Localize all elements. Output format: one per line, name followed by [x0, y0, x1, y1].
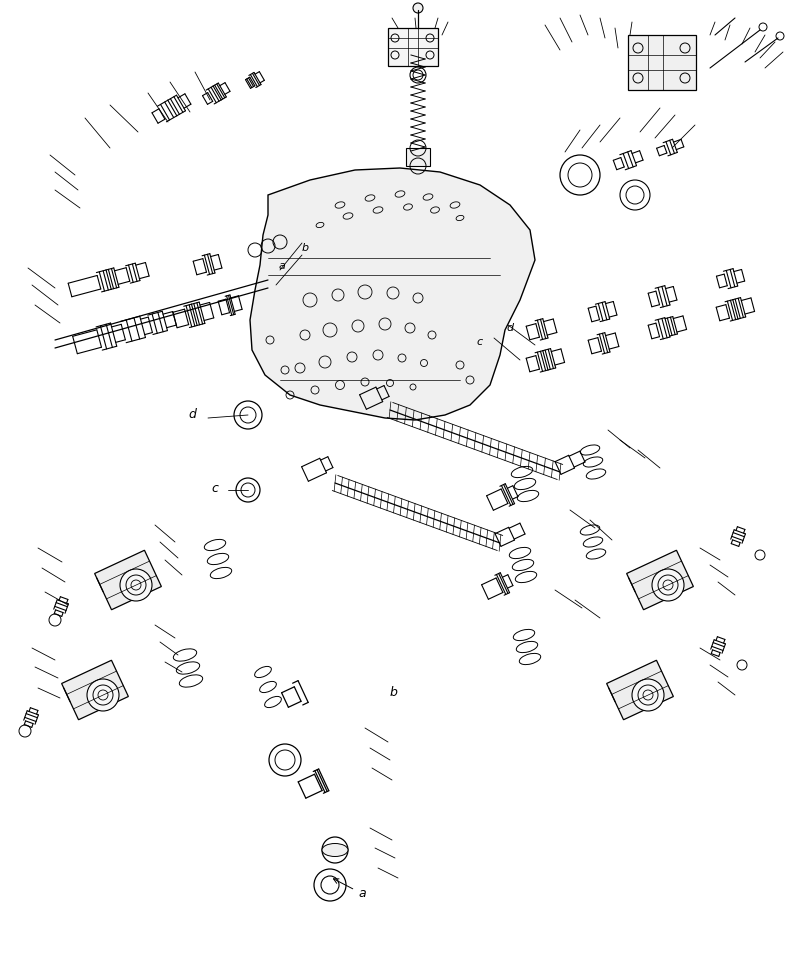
Polygon shape	[62, 660, 128, 720]
Text: a: a	[333, 878, 366, 900]
Text: a: a	[278, 261, 285, 271]
Text: c: c	[212, 482, 218, 494]
Text: c: c	[477, 337, 483, 347]
Polygon shape	[607, 660, 673, 720]
Circle shape	[120, 569, 152, 601]
Text: b: b	[389, 685, 397, 699]
Bar	[388, 28, 438, 66]
Polygon shape	[94, 550, 162, 610]
Bar	[628, 35, 696, 90]
Text: d: d	[507, 323, 514, 333]
Text: b: b	[301, 243, 308, 253]
Circle shape	[652, 569, 684, 601]
Circle shape	[632, 679, 664, 711]
Polygon shape	[250, 168, 535, 420]
Bar	[406, 148, 430, 166]
Text: d: d	[188, 409, 196, 421]
Polygon shape	[626, 550, 693, 610]
Circle shape	[413, 3, 423, 13]
Circle shape	[87, 679, 119, 711]
Ellipse shape	[322, 844, 348, 856]
